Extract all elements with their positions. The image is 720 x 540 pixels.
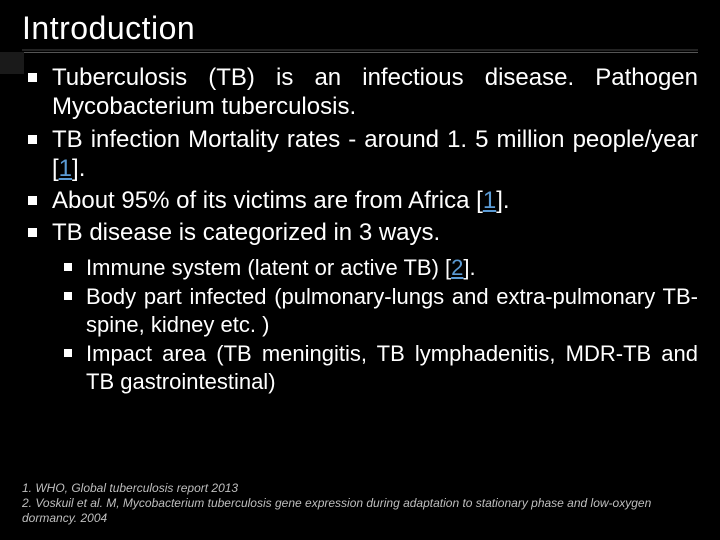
bullet-text-post: ].	[496, 187, 509, 214]
bullet-text: Tuberculosis (TB) is an infectious disea…	[52, 64, 698, 120]
sub-bullet-item: Immune system (latent or active TB) [2].	[86, 254, 698, 282]
footnote-line: 1. WHO, Global tuberculosis report 2013	[22, 481, 698, 496]
sub-bullet-item: Impact area (TB meningitis, TB lymphaden…	[86, 340, 698, 395]
main-bullet-list: Tuberculosis (TB) is an infectious disea…	[22, 63, 698, 395]
reference-link[interactable]: 1	[59, 155, 72, 182]
sub-bullet-text: Body part infected (pulmonary-lungs and …	[86, 284, 698, 337]
slide-title: Introduction	[22, 10, 698, 47]
bullet-text: TB infection Mortality rates - around 1.…	[52, 126, 698, 182]
sub-bullet-list: Immune system (latent or active TB) [2].…	[52, 254, 698, 396]
reference-link[interactable]: 1	[483, 187, 496, 214]
sub-bullet-text: Impact area (TB meningitis, TB lymphaden…	[86, 341, 698, 394]
bullet-item: About 95% of its victims are from Africa…	[52, 186, 698, 215]
sub-bullet-text: Immune system (latent or active TB) [	[86, 255, 451, 280]
sub-bullet-text-post: ].	[463, 255, 475, 280]
bullet-item: TB infection Mortality rates - around 1.…	[52, 125, 698, 184]
bullet-item: TB disease is categorized in 3 ways. Imm…	[52, 218, 698, 395]
side-accent	[0, 52, 24, 74]
bullet-item: Tuberculosis (TB) is an infectious disea…	[52, 63, 698, 122]
sub-bullet-item: Body part infected (pulmonary-lungs and …	[86, 283, 698, 338]
bullet-text-post: ].	[72, 155, 85, 182]
slide-container: Introduction Tuberculosis (TB) is an inf…	[0, 0, 720, 540]
footnote-line: 2. Voskuil et al. M, Mycobacterium tuber…	[22, 496, 698, 526]
reference-link[interactable]: 2	[451, 255, 463, 280]
bullet-text: TB disease is categorized in 3 ways.	[52, 219, 440, 246]
title-underline	[22, 49, 698, 53]
bullet-text: About 95% of its victims are from Africa…	[52, 187, 483, 214]
footnotes: 1. WHO, Global tuberculosis report 2013 …	[22, 481, 698, 526]
